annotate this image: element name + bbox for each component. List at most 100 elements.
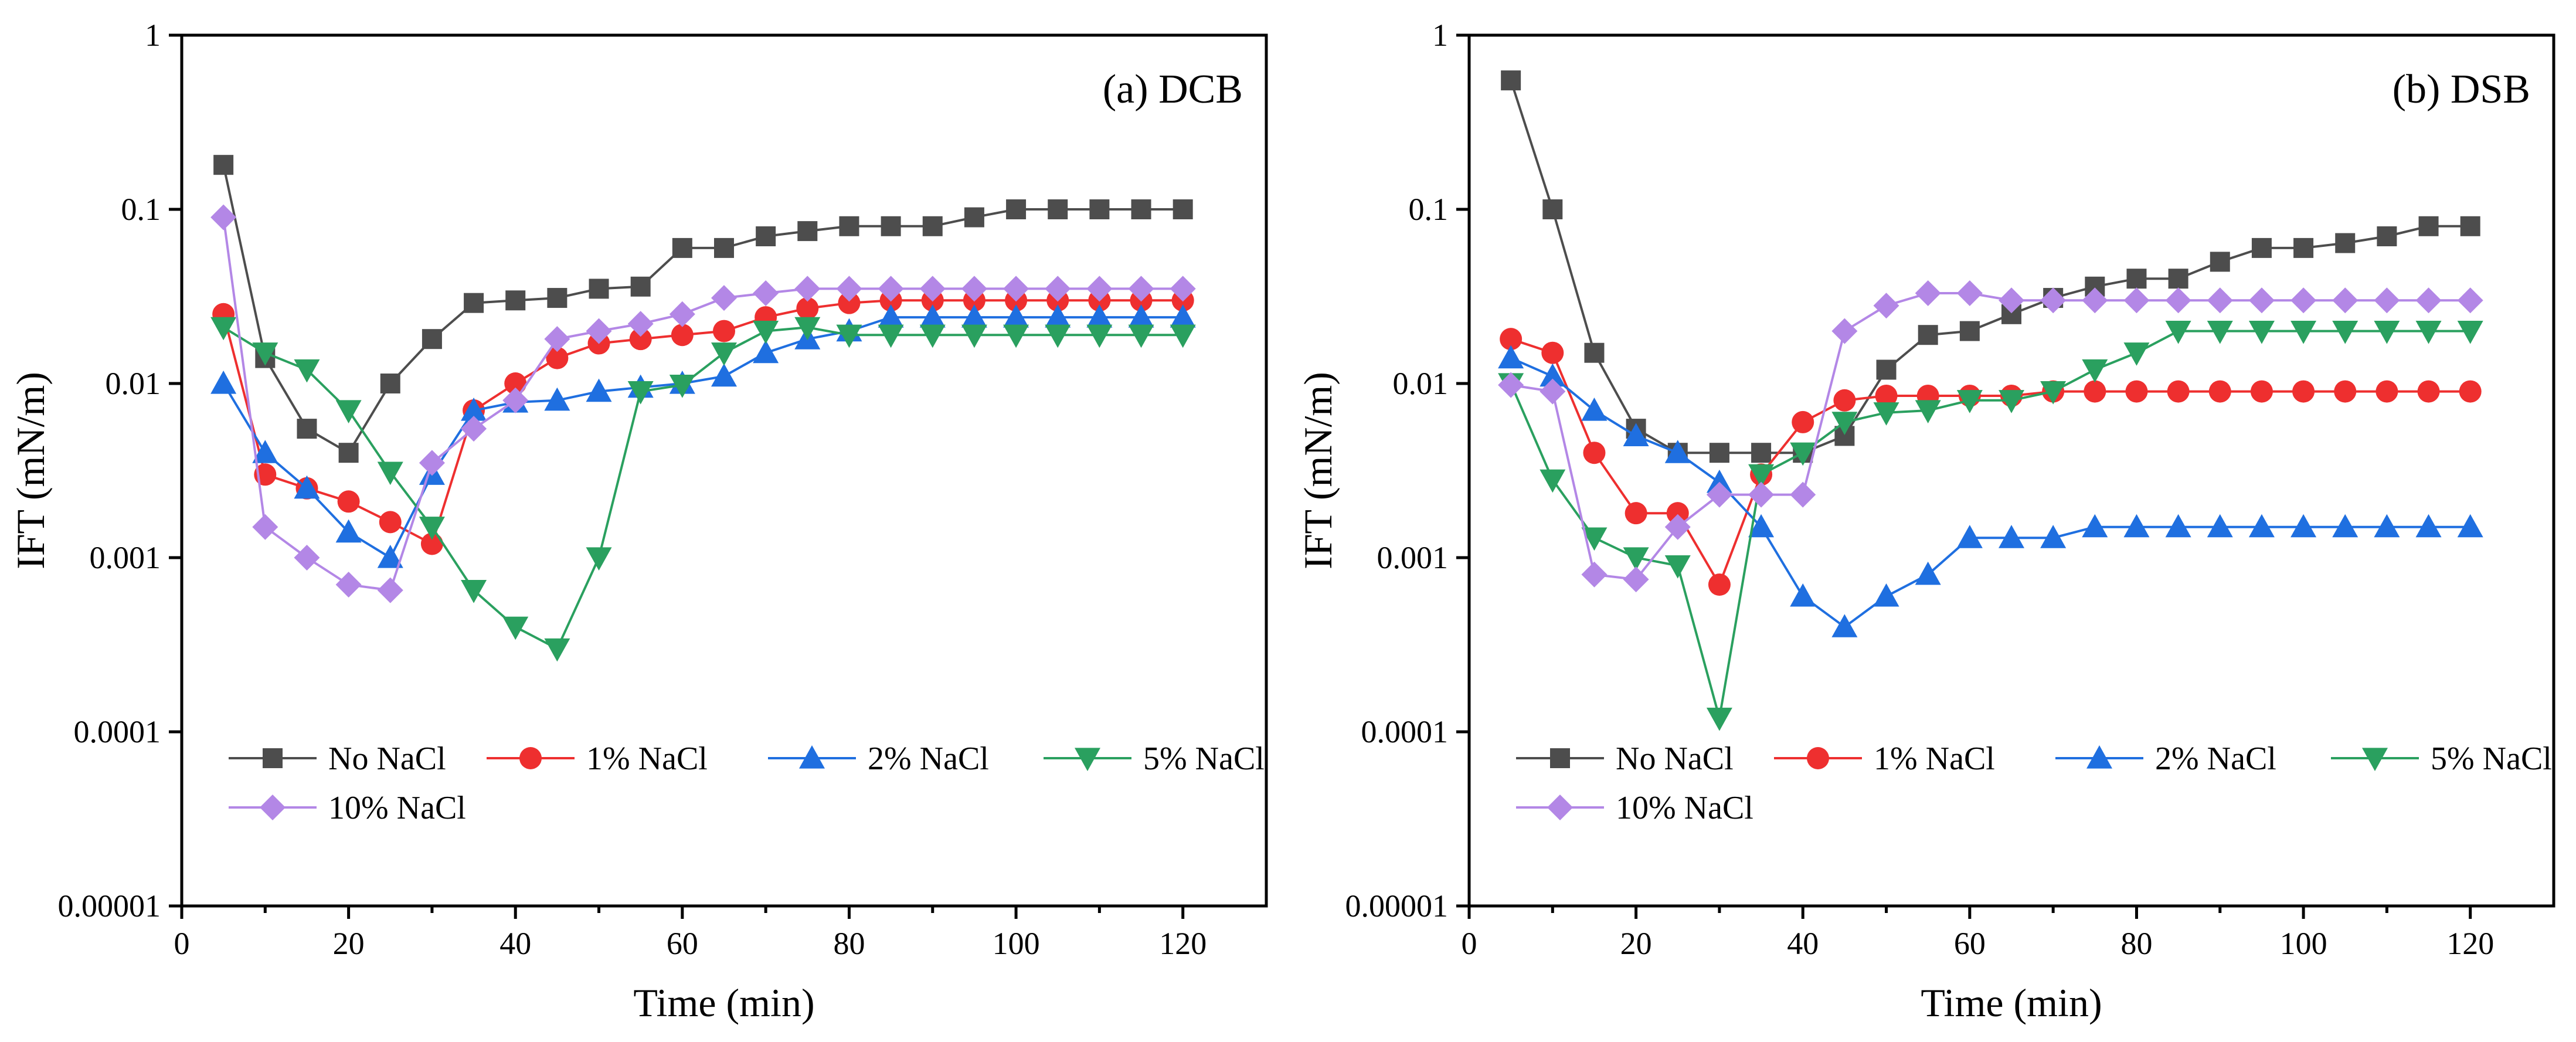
chart-panel-b: 0 20 40 60 80 100 120 0.00001 0.0001 0.001 0.01 0.1…: [1296, 18, 2555, 1025]
data-point: [1625, 502, 1647, 525]
data-point: [2376, 380, 2398, 403]
data-point: [1792, 410, 1814, 433]
panel-title: (b) DSB: [2393, 67, 2530, 112]
data-point: [419, 450, 445, 476]
y-tick-label: 0.1: [1409, 192, 1449, 227]
data-point: [2165, 287, 2191, 314]
data-point: [1086, 324, 1113, 348]
data-point: [1956, 280, 1983, 307]
data-point: [252, 514, 278, 540]
legend-marker: [1075, 748, 1100, 771]
data-point: [294, 359, 320, 383]
series-line-5pct-nacl: [1510, 330, 2470, 719]
y-tick-label: 0.1: [121, 192, 161, 227]
legend-item-1pct-nacl: 1% NaCl: [1774, 741, 1995, 777]
x-tick-label: 100: [2280, 926, 2327, 961]
data-point: [2457, 320, 2483, 344]
data-point: [713, 320, 735, 342]
data-point: [1706, 707, 1732, 731]
data-point: [2251, 237, 2272, 258]
data-point: [669, 301, 695, 327]
data-point: [1173, 199, 1193, 219]
data-point: [671, 324, 694, 347]
legend-label: No NaCl: [1616, 741, 1734, 777]
data-point: [544, 326, 570, 352]
data-point: [1128, 324, 1154, 348]
data-point: [1748, 514, 1775, 538]
data-point: [2335, 233, 2356, 253]
data-point: [753, 340, 779, 364]
legend-item-5pct-nacl: 5% NaCl: [1044, 741, 1265, 777]
data-point: [1790, 481, 1816, 508]
data-point: [1128, 276, 1154, 302]
data-point: [669, 375, 695, 398]
x-tick-label: 120: [1159, 926, 1207, 961]
data-point: [1748, 481, 1775, 508]
series-no-nacl: [213, 155, 1193, 463]
data-point: [1540, 378, 1566, 405]
data-point: [2248, 514, 2275, 538]
y-axis-title: IFT (mN/m): [8, 372, 53, 569]
legend-marker: [519, 747, 542, 769]
series-5pct-nacl: [210, 317, 1196, 662]
data-point: [1918, 325, 1938, 345]
data-point: [756, 226, 776, 247]
data-point: [504, 372, 527, 395]
data-point: [2332, 320, 2358, 344]
y-tick-label: 0.0001: [74, 714, 161, 749]
data-point: [836, 324, 862, 348]
series-line-10pct-nacl: [1510, 292, 2470, 581]
data-point: [2167, 380, 2190, 403]
legend-label: 1% NaCl: [1874, 741, 1995, 777]
series-line-2pct-nacl: [1510, 357, 2470, 629]
data-point: [297, 419, 317, 439]
data-point: [836, 276, 862, 302]
data-point: [1623, 566, 1649, 593]
x-tick-label: 60: [1954, 926, 1986, 961]
data-point: [1873, 402, 1899, 426]
data-point: [294, 475, 320, 499]
data-point: [797, 221, 818, 242]
data-point: [2374, 320, 2400, 344]
y-tick-label: 0.001: [1377, 540, 1449, 575]
data-point: [419, 517, 445, 540]
data-point: [2418, 216, 2439, 236]
x-axis-title: Time (min): [633, 980, 814, 1025]
data-point: [1498, 372, 1524, 398]
data-point: [1873, 293, 1899, 319]
data-point: [1584, 342, 1605, 363]
legend-label: 1% NaCl: [586, 741, 708, 777]
data-point: [2415, 514, 2442, 538]
y-axis-title: IFT (mN/m): [1296, 372, 1340, 569]
data-point: [794, 317, 821, 341]
data-point: [502, 387, 529, 413]
data-point: [711, 342, 737, 366]
data-point: [1790, 583, 1816, 607]
data-point: [919, 324, 946, 348]
legend-marker: [1807, 747, 1829, 769]
data-point: [922, 216, 943, 236]
data-point: [1623, 547, 1649, 571]
data-point: [878, 324, 904, 348]
data-point: [502, 616, 529, 640]
data-point: [210, 317, 237, 341]
data-point: [461, 579, 487, 603]
data-point: [544, 387, 570, 411]
data-point: [2248, 287, 2275, 314]
data-point: [1956, 390, 1983, 413]
plot-frame: [1467, 33, 2555, 908]
data-point: [252, 342, 278, 366]
x-tick-label: 100: [993, 926, 1040, 961]
data-point: [2417, 380, 2440, 403]
legend-marker: [2086, 745, 2112, 769]
data-point: [961, 304, 987, 328]
y-tick-label: 0.001: [90, 540, 161, 575]
data-point: [2290, 320, 2317, 344]
data-point: [2040, 381, 2067, 405]
x-tick-label: 40: [499, 926, 531, 961]
data-point: [1831, 412, 1858, 435]
data-point: [961, 324, 987, 348]
data-point: [878, 304, 904, 328]
data-point: [2082, 359, 2108, 383]
